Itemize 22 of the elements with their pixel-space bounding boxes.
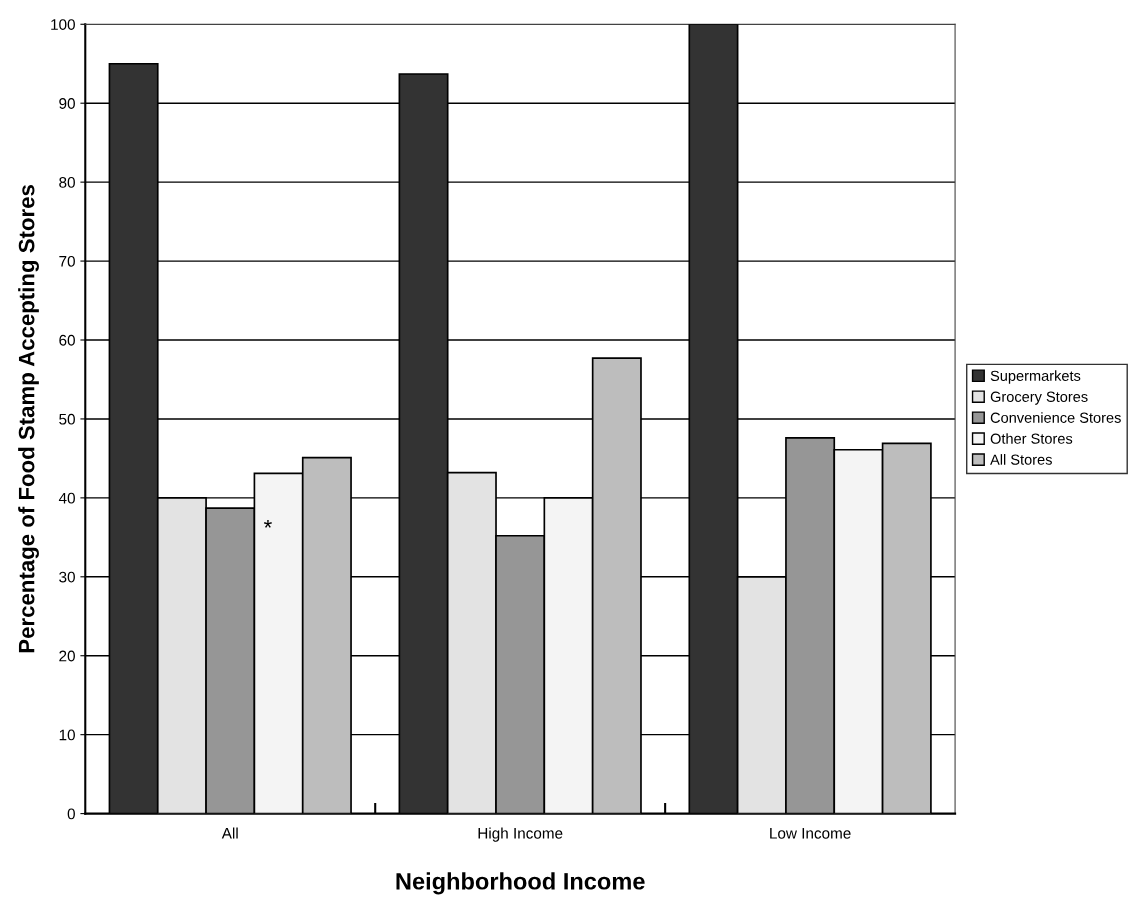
y-tick-label: 100 (51, 19, 75, 30)
x-tick-label: High Income (478, 827, 563, 842)
y-tick-label: 0 (67, 808, 75, 820)
y-tick-label: 70 (59, 255, 75, 267)
legend-label: Other Stores (990, 433, 1073, 444)
y-tick-label: 20 (59, 650, 75, 662)
y-tick-label: 80 (59, 177, 75, 188)
x-tick-label: Low Income (770, 828, 851, 839)
x-axis-title: Neighborhood Income (396, 872, 645, 895)
y-tick-label: 10 (59, 729, 75, 741)
legend-label: Convenience Stores (990, 412, 1121, 423)
y-tick-label: 40 (58, 492, 75, 504)
y-tick-label: 60 (59, 334, 75, 346)
annotation: * (263, 519, 272, 528)
legend-label: Supermarkets (990, 370, 1081, 384)
legend-label: All Stores (990, 454, 1052, 465)
x-tick-label: All (221, 827, 238, 839)
legend-label: Grocery Stores (990, 391, 1088, 405)
y-tick-label: 90 (59, 98, 75, 109)
y-axis-title: Percentage of Food Stamp Accepting Stores (18, 185, 39, 653)
y-tick-label: 50 (59, 413, 75, 425)
y-tick-label: 30 (59, 571, 75, 583)
